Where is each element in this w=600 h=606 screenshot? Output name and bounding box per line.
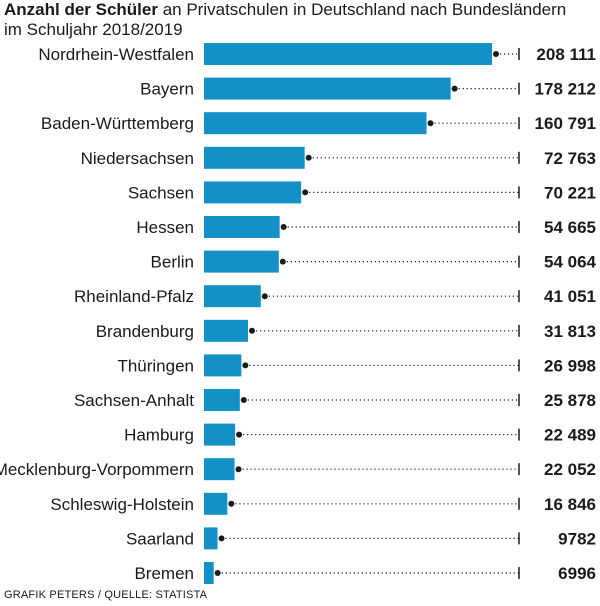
bar xyxy=(204,181,302,204)
source-note: GRAFIK PETERS / QUELLE: STATISTA xyxy=(4,589,208,601)
category-label: Bremen xyxy=(134,564,194,583)
category-label: Berlin xyxy=(151,253,194,272)
title-bold-part: Anzahl der Schüler xyxy=(4,0,158,19)
bar xyxy=(204,112,427,135)
value-label: 22 052 xyxy=(544,460,596,479)
category-label: Sachsen xyxy=(128,183,194,202)
category-label: Nordrhein-Westfalen xyxy=(38,45,194,64)
leader-dot xyxy=(218,535,225,542)
leader-dot xyxy=(279,258,286,265)
leader-dot xyxy=(242,362,249,369)
leader-dot xyxy=(451,85,458,92)
category-label: Hessen xyxy=(136,218,194,237)
bar xyxy=(204,216,280,238)
leader-dot xyxy=(249,327,256,334)
category-label: Sachsen-Anhalt xyxy=(74,391,194,410)
value-label: 208 111 xyxy=(536,45,596,64)
title-line-1: Anzahl der Schüler an Privatschulen in D… xyxy=(4,0,596,20)
bar xyxy=(204,389,240,411)
category-label: Thüringen xyxy=(117,356,194,375)
category-label: Baden-Württemberg xyxy=(41,114,194,133)
bar xyxy=(204,527,218,550)
chart-title: Anzahl der Schüler an Privatschulen in D… xyxy=(4,0,596,40)
leader-dot xyxy=(228,500,235,507)
category-label: Niedersachsen xyxy=(81,149,194,168)
leader-dot xyxy=(493,51,499,57)
title-rest-part: an Privatschulen in Deutschland nach Bun… xyxy=(157,0,567,19)
bar xyxy=(204,43,492,65)
title-line-2: im Schuljahr 2018/2019 xyxy=(4,20,183,39)
leader-dot xyxy=(214,570,221,576)
value-label: 22 489 xyxy=(544,426,596,445)
value-label: 16 846 xyxy=(544,495,596,514)
category-label: Hamburg xyxy=(124,426,194,445)
leader-dot xyxy=(240,397,247,403)
leader-dot xyxy=(427,120,434,127)
bar xyxy=(204,423,236,446)
bar xyxy=(204,285,261,308)
bar xyxy=(204,354,242,377)
category-label: Rheinland-Pfalz xyxy=(74,287,194,306)
leader-dot xyxy=(305,154,312,161)
bar xyxy=(204,458,235,481)
value-label: 9782 xyxy=(558,529,596,548)
value-label: 54 064 xyxy=(544,253,597,272)
value-label: 178 212 xyxy=(535,80,596,99)
bar xyxy=(204,77,451,100)
value-label: 72 763 xyxy=(544,149,596,168)
category-label: Mecklenburg-Vorpommern xyxy=(0,460,194,479)
value-label: 26 998 xyxy=(544,356,596,375)
leader-dot xyxy=(236,431,243,438)
bar xyxy=(204,146,305,169)
value-label: 54 665 xyxy=(544,218,596,237)
leader-dot xyxy=(235,466,242,473)
value-label: 160 791 xyxy=(535,114,596,133)
value-label: 41 051 xyxy=(544,287,596,306)
value-label: 25 878 xyxy=(544,391,596,410)
leader-dot xyxy=(261,293,268,300)
leader-dot xyxy=(302,189,309,196)
leader-dot xyxy=(280,224,287,230)
category-label: Saarland xyxy=(126,529,194,548)
value-label: 31 813 xyxy=(544,322,596,341)
bar xyxy=(204,492,228,515)
category-label: Bayern xyxy=(140,80,194,99)
bar-chart: Nordrhein-Westfalen 208 111 Bayern 178 212 B… xyxy=(0,43,597,584)
category-label: Brandenburg xyxy=(96,322,194,341)
category-label: Schleswig-Holstein xyxy=(50,495,194,514)
value-label: 6996 xyxy=(558,564,596,583)
bar xyxy=(204,319,249,342)
bar xyxy=(204,562,214,584)
value-label: 70 221 xyxy=(544,183,596,202)
bar xyxy=(204,250,279,273)
